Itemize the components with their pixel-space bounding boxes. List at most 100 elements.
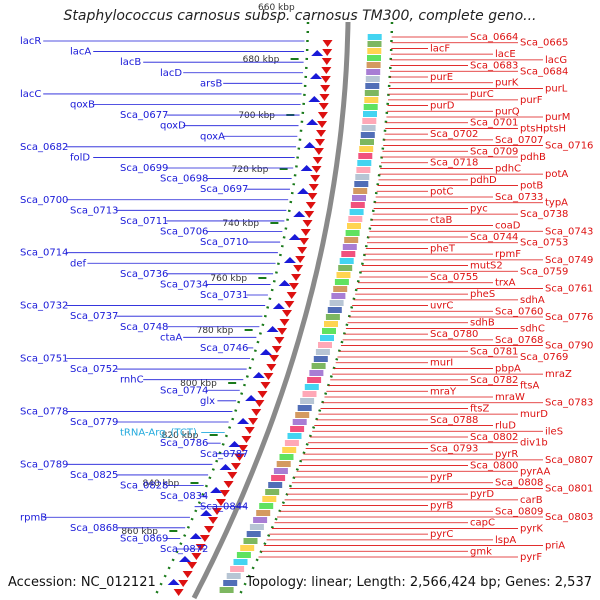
forward-gene-arrow[interactable] — [234, 454, 245, 461]
right-gene-label[interactable]: mraY — [430, 386, 457, 397]
right-gene-label[interactable]: pyrR — [495, 449, 518, 460]
left-gene-label[interactable]: Sca_0677 — [120, 110, 168, 121]
left-gene-label[interactable]: qoxD — [160, 121, 186, 132]
left-gene-label[interactable]: Sca_0682 — [20, 142, 68, 153]
forward-gene-arrow[interactable] — [313, 148, 324, 155]
right-gene-label[interactable]: ptsHptsH — [520, 123, 566, 134]
forward-gene-arrow[interactable] — [308, 184, 319, 191]
forward-gene-arrow[interactable] — [187, 562, 198, 569]
left-gene-label[interactable]: Sca_0869 — [120, 533, 168, 544]
forward-gene-arrow[interactable] — [315, 139, 326, 146]
right-gene-label[interactable]: Sca_0761 — [545, 283, 593, 294]
forward-gene-arrow[interactable] — [312, 157, 323, 164]
right-gene-label[interactable]: potC — [430, 186, 453, 197]
left-gene-label[interactable]: Sca_0697 — [200, 184, 248, 195]
forward-gene-arrow[interactable] — [307, 193, 318, 200]
right-gene-label[interactable]: Sca_0701 — [470, 118, 518, 129]
right-gene-label[interactable]: Sca_0807 — [545, 455, 593, 466]
left-gene-label[interactable]: lacA — [70, 47, 91, 58]
forward-gene-arrow[interactable] — [269, 355, 280, 362]
right-gene-label[interactable]: Sca_0683 — [470, 61, 518, 72]
forward-gene-arrow[interactable] — [293, 265, 304, 272]
right-gene-label[interactable]: Sca_0808 — [495, 478, 543, 489]
right-gene-label[interactable]: pheS — [470, 289, 495, 300]
forward-gene-arrow[interactable] — [257, 391, 268, 398]
left-gene-label[interactable]: arsB — [200, 78, 222, 89]
forward-gene-arrow[interactable] — [219, 490, 230, 497]
right-gene-label[interactable]: Sca_0744 — [470, 232, 518, 243]
forward-gene-arrow[interactable] — [320, 76, 331, 83]
left-gene-label[interactable]: Sca_0778 — [20, 406, 68, 417]
right-gene-label[interactable]: mraW — [495, 392, 525, 403]
left-gene-label[interactable]: rnhC — [120, 375, 144, 386]
forward-gene-arrow[interactable] — [286, 292, 297, 299]
right-gene-label[interactable]: Sca_0759 — [520, 266, 568, 277]
forward-gene-arrow[interactable] — [195, 544, 206, 551]
right-gene-label[interactable]: typA — [545, 198, 568, 209]
left-gene-label[interactable]: def — [70, 258, 87, 269]
right-gene-label[interactable]: ftsA — [520, 381, 539, 392]
right-gene-label[interactable]: potB — [520, 181, 543, 192]
left-gene-label[interactable]: qoxA — [200, 131, 225, 142]
right-gene-label[interactable]: Sca_0768 — [495, 335, 543, 346]
right-gene-label[interactable]: pdhD — [470, 175, 497, 186]
left-gene-label[interactable]: glx — [200, 396, 215, 407]
left-gene-label[interactable]: Sca_0752 — [70, 364, 118, 375]
left-gene-label[interactable]: Sca_0746 — [200, 343, 248, 354]
forward-gene-arrow[interactable] — [288, 283, 299, 290]
forward-gene-arrow[interactable] — [291, 274, 302, 281]
left-gene-label[interactable]: Sca_0737 — [70, 311, 118, 322]
right-gene-label[interactable]: Sca_0780 — [430, 329, 478, 340]
right-gene-label[interactable]: Sca_0707 — [495, 135, 543, 146]
right-gene-label[interactable]: sdhB — [470, 318, 495, 329]
left-gene-label[interactable]: Sca_0786 — [160, 438, 208, 449]
right-gene-label[interactable]: purF — [520, 95, 543, 106]
left-gene-label[interactable]: Sca_0710 — [200, 237, 248, 248]
right-gene-label[interactable]: ileS — [545, 426, 563, 437]
forward-gene-arrow[interactable] — [223, 481, 234, 488]
left-gene-label[interactable]: lacR — [20, 36, 41, 47]
right-gene-label[interactable]: pdhB — [520, 152, 546, 163]
forward-gene-arrow[interactable] — [244, 427, 255, 434]
right-gene-label[interactable]: priA — [545, 541, 565, 552]
right-gene-label[interactable]: Sca_0783 — [545, 398, 593, 409]
right-gene-label[interactable]: pyrF — [520, 552, 542, 563]
right-gene-label[interactable]: pdhC — [495, 163, 521, 174]
reverse-gene-arrow[interactable] — [259, 349, 272, 355]
forward-gene-arrow[interactable] — [254, 400, 265, 407]
forward-gene-arrow[interactable] — [241, 436, 252, 443]
right-gene-label[interactable]: Sca_0718 — [430, 158, 478, 169]
right-gene-label[interactable]: carB — [520, 495, 543, 506]
forward-gene-arrow[interactable] — [305, 202, 316, 209]
right-gene-label[interactable]: lspA — [495, 535, 516, 546]
right-gene-label[interactable]: Sca_0776 — [545, 312, 593, 323]
left-gene-label[interactable]: qoxB — [70, 100, 95, 111]
reverse-gene-arrow[interactable] — [309, 73, 322, 79]
reverse-gene-arrow[interactable] — [200, 510, 213, 516]
reverse-gene-arrow[interactable] — [228, 441, 241, 447]
left-gene-label[interactable]: Sca_0731 — [200, 290, 248, 301]
right-gene-label[interactable]: coaD — [495, 221, 521, 232]
forward-gene-arrow[interactable] — [321, 67, 332, 74]
forward-gene-arrow[interactable] — [300, 229, 311, 236]
right-gene-label[interactable]: Sca_0733 — [495, 192, 543, 203]
right-gene-label[interactable]: murD — [520, 409, 548, 420]
forward-gene-arrow[interactable] — [191, 553, 202, 560]
right-gene-label[interactable]: Sca_0801 — [545, 483, 593, 494]
right-gene-label[interactable]: Sca_0781 — [470, 346, 518, 357]
right-gene-label[interactable]: purM — [545, 112, 570, 123]
right-gene-label[interactable]: purD — [430, 101, 455, 112]
right-gene-label[interactable]: Sca_0664 — [470, 32, 518, 43]
forward-gene-arrow[interactable] — [295, 256, 306, 263]
right-gene-label[interactable]: Sca_0803 — [545, 512, 593, 523]
forward-gene-arrow[interactable] — [237, 445, 248, 452]
left-gene-label[interactable]: ctaA — [160, 332, 183, 343]
left-gene-label[interactable]: Sca_0748 — [120, 322, 168, 333]
right-gene-label[interactable]: pbpA — [495, 363, 521, 374]
forward-gene-arrow[interactable] — [310, 175, 321, 182]
left-gene-label[interactable]: Sca_0834 — [160, 491, 208, 502]
reverse-gene-arrow[interactable] — [300, 165, 313, 171]
forward-gene-arrow[interactable] — [173, 589, 184, 596]
forward-gene-arrow[interactable] — [299, 238, 309, 245]
